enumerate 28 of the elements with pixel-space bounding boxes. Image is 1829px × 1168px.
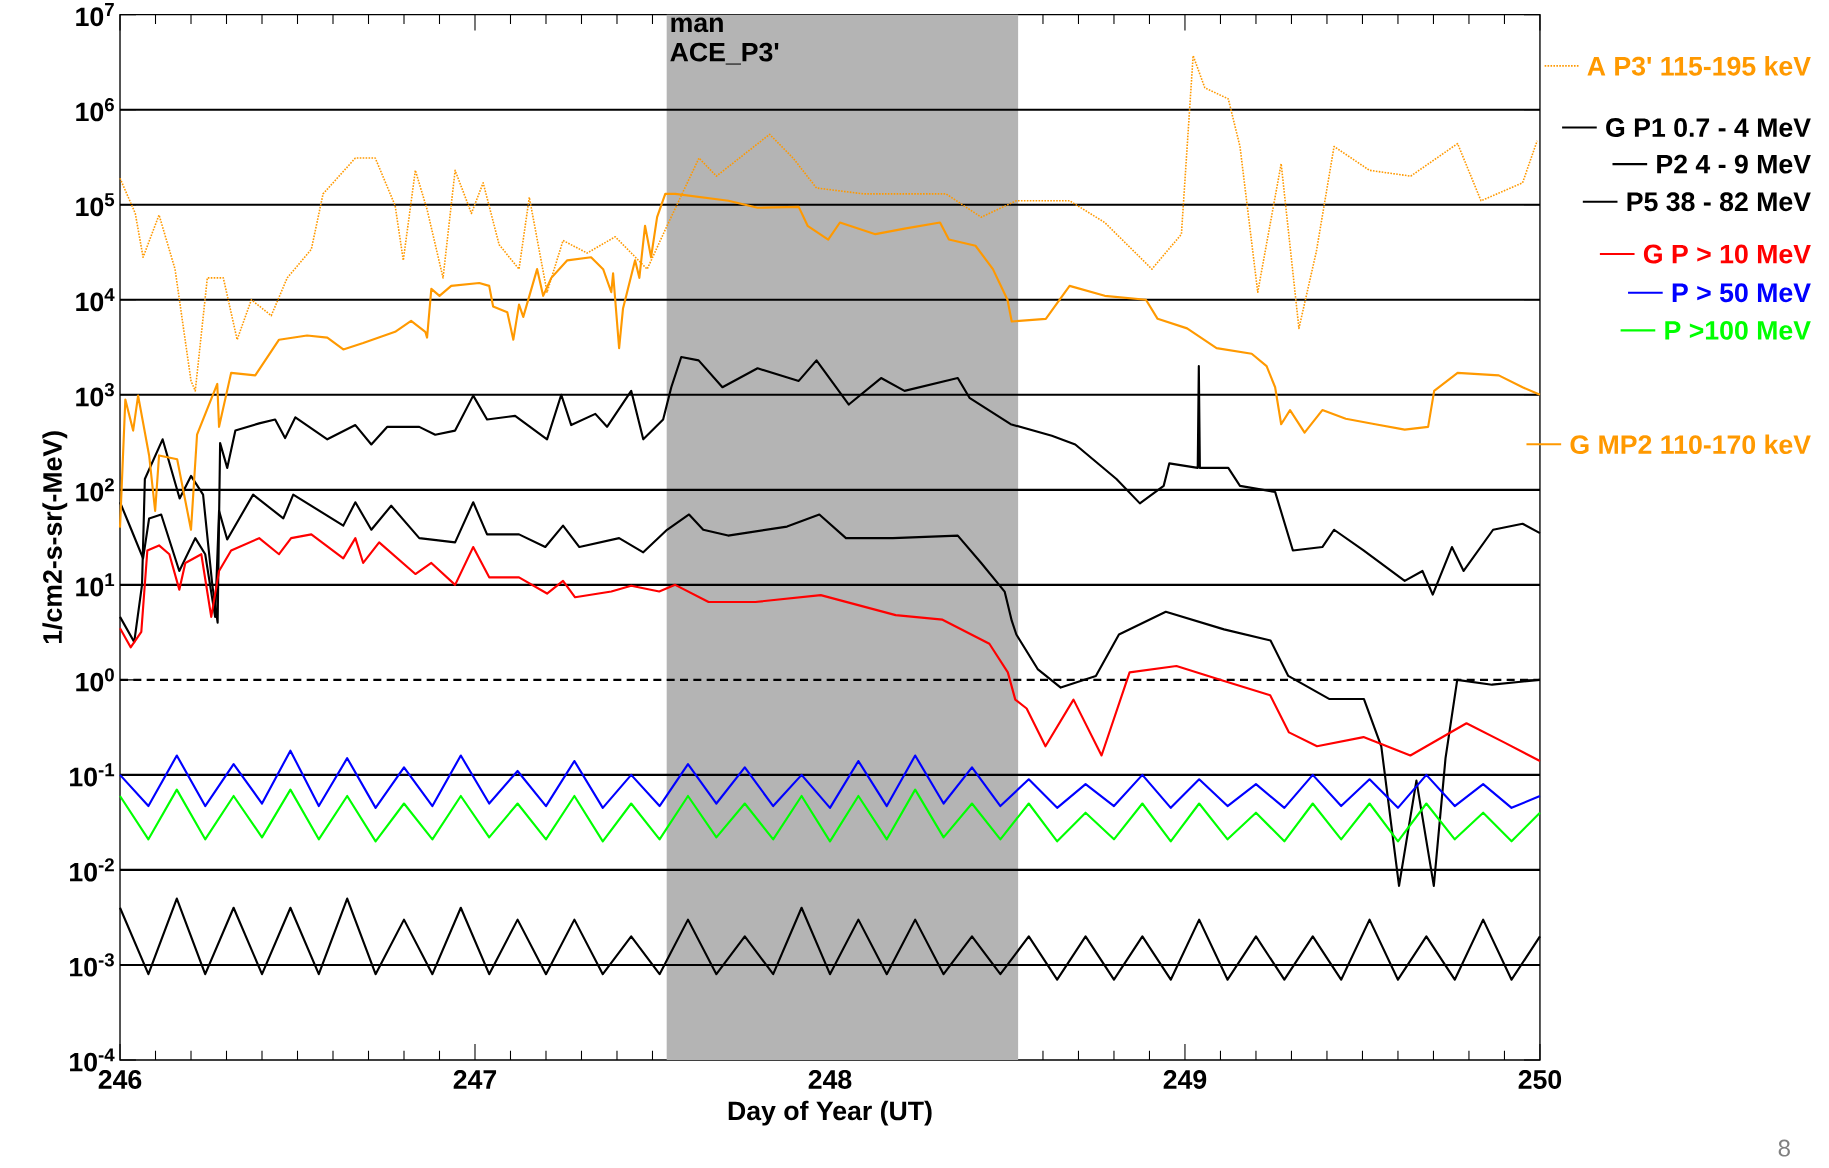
text: 8 [1778,1139,1790,1157]
legend-label: G P > 10 MeV [1643,244,1811,264]
legend-label: P > 50 MeV [1672,283,1811,303]
legend-label: G P1 0.7 - 4 MeV [1606,118,1811,137]
x-tick-label: 248 [808,1070,852,1089]
y-axis-title: 1/cm2-s-sr(-MeV) [42,431,68,644]
y-tick-label: 10$^{7}$ [76,3,114,27]
x-axis-title: Day of Year (UT) [728,1100,932,1126]
legend-label: G MP2 110-170 keV [1570,434,1811,455]
y-tick-label: 10$^{6}$ [76,98,114,122]
y-tick-label: 10$^{-1}$ [70,763,115,787]
legend-label: P >100 MeV [1665,320,1811,340]
band-label: man ACE_P3' [670,17,779,65]
x-tick-label: 250 [1518,1070,1562,1089]
x-tick-label: 246 [98,1070,142,1089]
legend-label: P5 38 - 82 MeV [1627,192,1811,212]
y-tick-label: 10$^{2}$ [76,478,114,502]
y-tick-label: 10$^{0}$ [76,668,114,692]
y-tick-label: 10$^{4}$ [76,288,115,312]
legend-label: A P3' 115-195 keV [1587,56,1811,76]
y-tick-label: 10$^{-3}$ [70,953,114,977]
y-tick-label: 10$^{1}$ [76,573,115,597]
legend-label: P2 4 - 9 MeV [1657,154,1811,174]
y-tick-label: 10$^{5}$ [76,193,115,217]
y-tick-label: 10$^{-2}$ [70,858,114,882]
x-tick-label: 247 [453,1070,497,1089]
y-tick-label: 10$^{3}$ [76,383,114,407]
x-tick-label: 249 [1163,1070,1207,1089]
